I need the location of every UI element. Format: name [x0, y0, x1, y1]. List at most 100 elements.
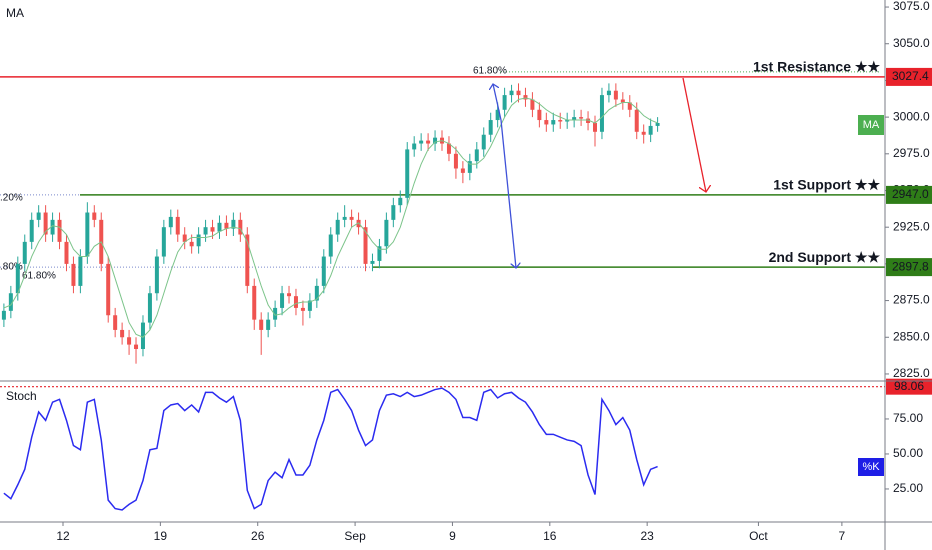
level-value-label: 98.06 — [894, 379, 924, 393]
x-tick-label: Sep — [344, 529, 366, 543]
candle-body — [551, 120, 556, 125]
ma-badge — [858, 115, 884, 135]
candle-body — [203, 227, 208, 235]
candle-body — [92, 212, 97, 220]
x-tick-label: Oct — [749, 529, 768, 543]
y-tick-label: 2975.0 — [893, 146, 930, 160]
candle-body — [572, 117, 577, 121]
candle-body — [154, 256, 159, 294]
candle-body — [29, 219, 34, 242]
candle-body — [398, 197, 403, 206]
candle-body — [370, 260, 375, 264]
candle-body — [307, 300, 312, 311]
y-tick-label: 3075.0 — [893, 0, 930, 13]
candle-body — [300, 307, 305, 311]
candle-body — [210, 227, 215, 232]
candle-body — [57, 219, 62, 242]
candle-body — [474, 149, 479, 162]
candle-body — [481, 134, 486, 150]
level-price-box — [886, 258, 932, 277]
candle-body — [363, 227, 368, 264]
candle-body — [8, 293, 13, 311]
candle-body — [453, 153, 458, 169]
y-tick-label: 3050.0 — [893, 36, 930, 50]
candle-body — [405, 149, 410, 198]
k-badge — [858, 458, 884, 476]
y-tick-label: 75.00 — [893, 411, 923, 425]
x-tick-label: 23 — [640, 529, 654, 543]
candle-body — [120, 329, 125, 338]
y-tick-label: 50.00 — [893, 446, 923, 460]
candle-body — [189, 241, 194, 247]
candle-body — [147, 293, 152, 323]
candle-body — [648, 125, 653, 135]
candle-body — [196, 234, 201, 247]
candle-body — [238, 219, 243, 235]
y-tick-label: 2825.0 — [893, 366, 930, 380]
candle-body — [161, 227, 166, 257]
candle-body — [606, 90, 611, 96]
candle-body — [134, 344, 139, 350]
candle-body — [231, 219, 236, 229]
candle-body — [50, 219, 55, 235]
candle-body — [321, 256, 326, 286]
candle-body — [488, 120, 493, 135]
y-tick-label: 2875.0 — [893, 293, 930, 307]
candle-body — [335, 219, 340, 235]
candle-body — [419, 140, 424, 144]
candle-body — [127, 337, 132, 345]
candle-body — [391, 205, 396, 220]
series-line — [3, 97, 658, 338]
candle-body — [78, 256, 83, 286]
candle-body — [342, 216, 347, 220]
candle-body — [495, 109, 500, 121]
candle-body — [446, 143, 451, 154]
candle-body — [655, 122, 660, 126]
candle-body — [217, 222, 222, 232]
candle-body — [71, 263, 76, 286]
fib-arrow-down — [500, 119, 516, 268]
y-tick-label: 2850.0 — [893, 329, 930, 343]
candle-body — [106, 263, 111, 316]
candle-body — [426, 140, 431, 144]
y-tick-label: 25.00 — [893, 481, 923, 495]
candle-body — [530, 99, 535, 110]
fib-label: 61.80% — [22, 271, 56, 282]
candle-body — [349, 216, 354, 220]
candle-body — [460, 168, 465, 173]
candle-body — [328, 234, 333, 257]
x-tick-label: 9 — [449, 529, 456, 543]
candle-body — [502, 95, 507, 110]
candle-body — [314, 285, 319, 301]
candle-body — [182, 234, 187, 242]
level-price-label: 2897.8 — [892, 259, 929, 273]
level-name: 1st Support ★★ — [773, 177, 880, 193]
ma-badge-label: MA — [863, 119, 880, 131]
candle-body — [168, 216, 173, 228]
candle-body — [537, 109, 542, 121]
candle-body — [544, 120, 549, 125]
candle-body — [1, 310, 6, 320]
candle-body — [565, 120, 570, 122]
series-line — [3, 387, 658, 511]
candle-body — [586, 118, 591, 123]
stoch-pane-title: Stoch — [6, 389, 37, 403]
level-price-label: 2947.0 — [892, 187, 929, 201]
candle-body — [273, 307, 278, 320]
level-price-box — [886, 185, 932, 204]
candle-body — [36, 212, 41, 220]
price-pane-title: MA — [6, 6, 24, 20]
y-tick-label: 3000.0 — [893, 109, 930, 123]
candle-body — [412, 143, 417, 150]
candle-body — [599, 95, 604, 132]
k-badge-label: %K — [862, 461, 880, 473]
candle-body — [509, 90, 514, 96]
level-price-box — [886, 67, 932, 86]
candle-body — [85, 212, 90, 257]
candle-body — [634, 109, 639, 132]
x-tick-label: 16 — [543, 529, 557, 543]
level-name: 2nd Support ★★ — [769, 249, 881, 265]
candle-body — [64, 241, 69, 264]
level-price-label: 3027.4 — [892, 69, 929, 83]
candle-body — [627, 102, 632, 110]
